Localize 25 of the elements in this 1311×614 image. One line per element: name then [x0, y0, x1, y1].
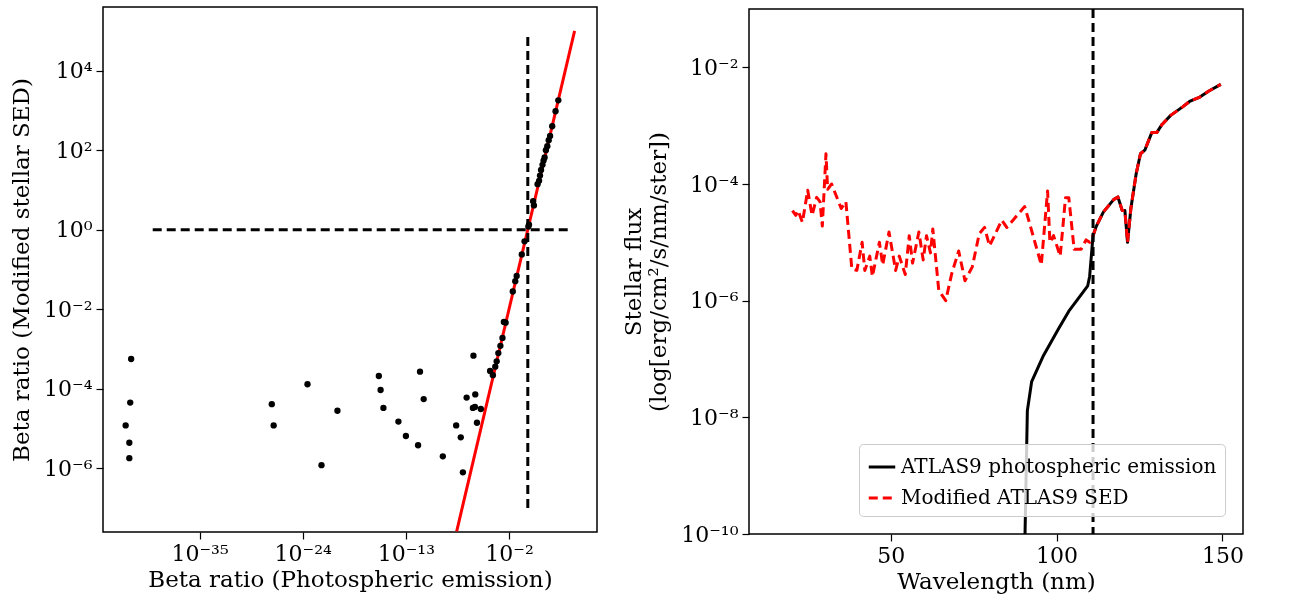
- x-tick-label: 10⁻¹³: [377, 540, 436, 566]
- y-tick-label: 10⁻⁶: [44, 455, 93, 481]
- y-axis-title: Stellar flux (log[erg/cm²/s/nm/ster]): [620, 131, 672, 413]
- x-tick-label: 10⁻²⁴: [274, 540, 333, 566]
- x-tick-label: 150: [1201, 542, 1244, 568]
- x-tick-label: 100: [1036, 542, 1079, 568]
- y-tick-label: 10⁻⁸: [690, 404, 739, 430]
- y-tick-label: 10²: [55, 137, 93, 163]
- y-tick-label: 10⁻⁴: [44, 376, 93, 402]
- x-tick-label: 10⁻³⁵: [171, 540, 229, 566]
- x-axis-title: Wavelength (nm): [897, 567, 1096, 594]
- y-tick-label: 10⁰: [55, 217, 93, 243]
- legend-label: Modified ATLAS9 SED: [901, 485, 1129, 509]
- y-tick-label: 10⁻²: [690, 54, 739, 80]
- x-tick-label: 10⁻²: [485, 540, 534, 566]
- y-tick-label: 10⁻¹⁰: [681, 521, 739, 547]
- y-tick-label: 10⁴: [55, 58, 93, 84]
- x-tick-label: 50: [877, 542, 906, 568]
- y-tick-label: 10⁻⁶: [690, 288, 739, 314]
- x-axis-title: Beta ratio (Photospheric emission): [148, 565, 553, 592]
- legend-label: ATLAS9 photospheric emission: [900, 454, 1217, 478]
- y-tick-label: 10⁻⁴: [690, 171, 739, 197]
- y-tick-label: 10⁻²: [44, 296, 93, 322]
- line-series: [790, 82, 1223, 303]
- y-axis-title: Beta ratio (Modified stellar SED): [8, 77, 35, 463]
